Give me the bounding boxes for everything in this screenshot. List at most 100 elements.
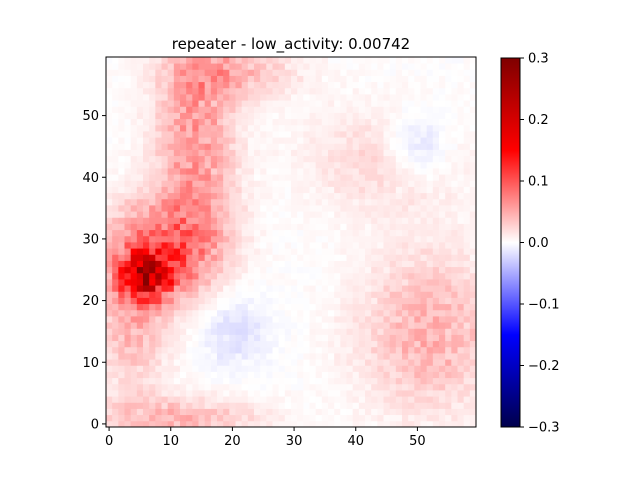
heatmap-cell: [334, 254, 341, 261]
heatmap-cell: [186, 131, 193, 138]
heatmap-cell: [383, 340, 391, 348]
heatmap-cell: [463, 297, 471, 305]
heatmap-cell: [365, 63, 372, 70]
heatmap-cell: [143, 377, 150, 385]
heatmap-cell: [439, 106, 446, 113]
heatmap-cell: [278, 69, 286, 76]
heatmap-cell: [192, 143, 199, 150]
heatmap-cell: [451, 309, 458, 317]
heatmap-cell: [420, 155, 428, 163]
heatmap-cell: [420, 186, 428, 194]
heatmap-cell: [365, 137, 372, 144]
heatmap-cell: [223, 322, 230, 329]
heatmap-cell: [149, 131, 156, 138]
heatmap-cell: [254, 161, 261, 169]
heatmap-cell: [365, 316, 372, 323]
heatmap-cell: [463, 168, 471, 175]
heatmap-cell: [247, 106, 255, 113]
heatmap-cell: [358, 396, 366, 403]
heatmap-cell: [173, 402, 181, 409]
heatmap-cell: [180, 285, 187, 292]
heatmap-cell: [340, 217, 347, 224]
heatmap-cell: [469, 353, 477, 360]
heatmap-cell: [346, 359, 354, 366]
heatmap-cell: [112, 192, 119, 200]
heatmap-cell: [266, 205, 273, 212]
heatmap-cell: [173, 260, 181, 268]
heatmap-cell: [235, 217, 243, 224]
heatmap-cell: [118, 211, 125, 218]
heatmap-cell: [383, 371, 391, 379]
heatmap-cell: [321, 149, 329, 157]
heatmap-cell: [426, 229, 434, 237]
heatmap-cell: [420, 316, 428, 323]
heatmap-cell: [112, 131, 119, 138]
heatmap-cell: [291, 285, 298, 292]
heatmap-cell: [210, 266, 218, 274]
heatmap-cell: [260, 328, 267, 335]
heatmap-cell: [340, 180, 347, 187]
heatmap-cell: [389, 346, 397, 354]
heatmap-cell: [395, 63, 403, 70]
heatmap-cell: [439, 279, 446, 286]
heatmap-cell: [272, 359, 280, 366]
heatmap-cell: [469, 248, 477, 255]
heatmap-cell: [186, 346, 193, 354]
heatmap-cell: [426, 131, 434, 138]
heatmap-cell: [247, 137, 255, 144]
heatmap-cell: [328, 371, 335, 379]
heatmap-cell: [383, 118, 391, 126]
heatmap-cell: [432, 408, 440, 416]
heatmap-cell: [161, 161, 169, 169]
heatmap-cell: [260, 168, 267, 175]
heatmap-cell: [155, 143, 162, 150]
heatmap-cell: [161, 75, 169, 83]
heatmap-cell: [241, 309, 249, 317]
heatmap-cell: [420, 242, 428, 249]
heatmap-cell: [247, 131, 255, 138]
heatmap-cell: [278, 180, 286, 187]
heatmap-cell: [469, 272, 477, 280]
heatmap-cell: [321, 106, 329, 113]
heatmap-cell: [439, 322, 446, 329]
heatmap-cell: [229, 63, 236, 70]
heatmap-cell: [309, 87, 317, 95]
heatmap-cell: [445, 168, 452, 175]
heatmap-cell: [340, 291, 347, 298]
heatmap-cell: [365, 100, 372, 107]
heatmap-cell: [395, 124, 403, 132]
heatmap-cell: [315, 168, 323, 175]
heatmap-cell: [192, 396, 199, 403]
heatmap-cell: [402, 217, 409, 224]
heatmap-cell: [463, 242, 471, 249]
heatmap-cell: [254, 217, 261, 224]
heatmap-cell: [260, 322, 267, 329]
heatmap-cell: [469, 297, 477, 305]
heatmap-cell: [439, 303, 446, 311]
heatmap-cell: [340, 309, 347, 317]
heatmap-cell: [112, 106, 119, 113]
heatmap-cell: [180, 340, 187, 348]
heatmap-cell: [445, 383, 452, 391]
heatmap-cell: [118, 408, 125, 416]
heatmap-cell: [291, 174, 298, 181]
heatmap-cell: [352, 174, 360, 181]
heatmap-cell: [457, 223, 465, 231]
heatmap-cell: [204, 383, 212, 391]
heatmap-cell: [321, 316, 329, 323]
heatmap-cell: [272, 340, 280, 348]
heatmap-cell: [266, 87, 273, 95]
heatmap-cell: [451, 180, 458, 187]
heatmap-cell: [352, 100, 360, 107]
heatmap-cell: [352, 334, 360, 342]
heatmap-cell: [346, 192, 354, 200]
heatmap-cell: [291, 260, 298, 268]
heatmap-cell: [284, 205, 292, 212]
heatmap-cell: [457, 396, 465, 403]
heatmap-cell: [254, 155, 261, 163]
heatmap-cell: [192, 383, 199, 391]
heatmap-cell: [167, 242, 175, 249]
heatmap-cell: [272, 131, 280, 138]
heatmap-cell: [192, 198, 199, 206]
heatmap-cell: [254, 149, 261, 157]
